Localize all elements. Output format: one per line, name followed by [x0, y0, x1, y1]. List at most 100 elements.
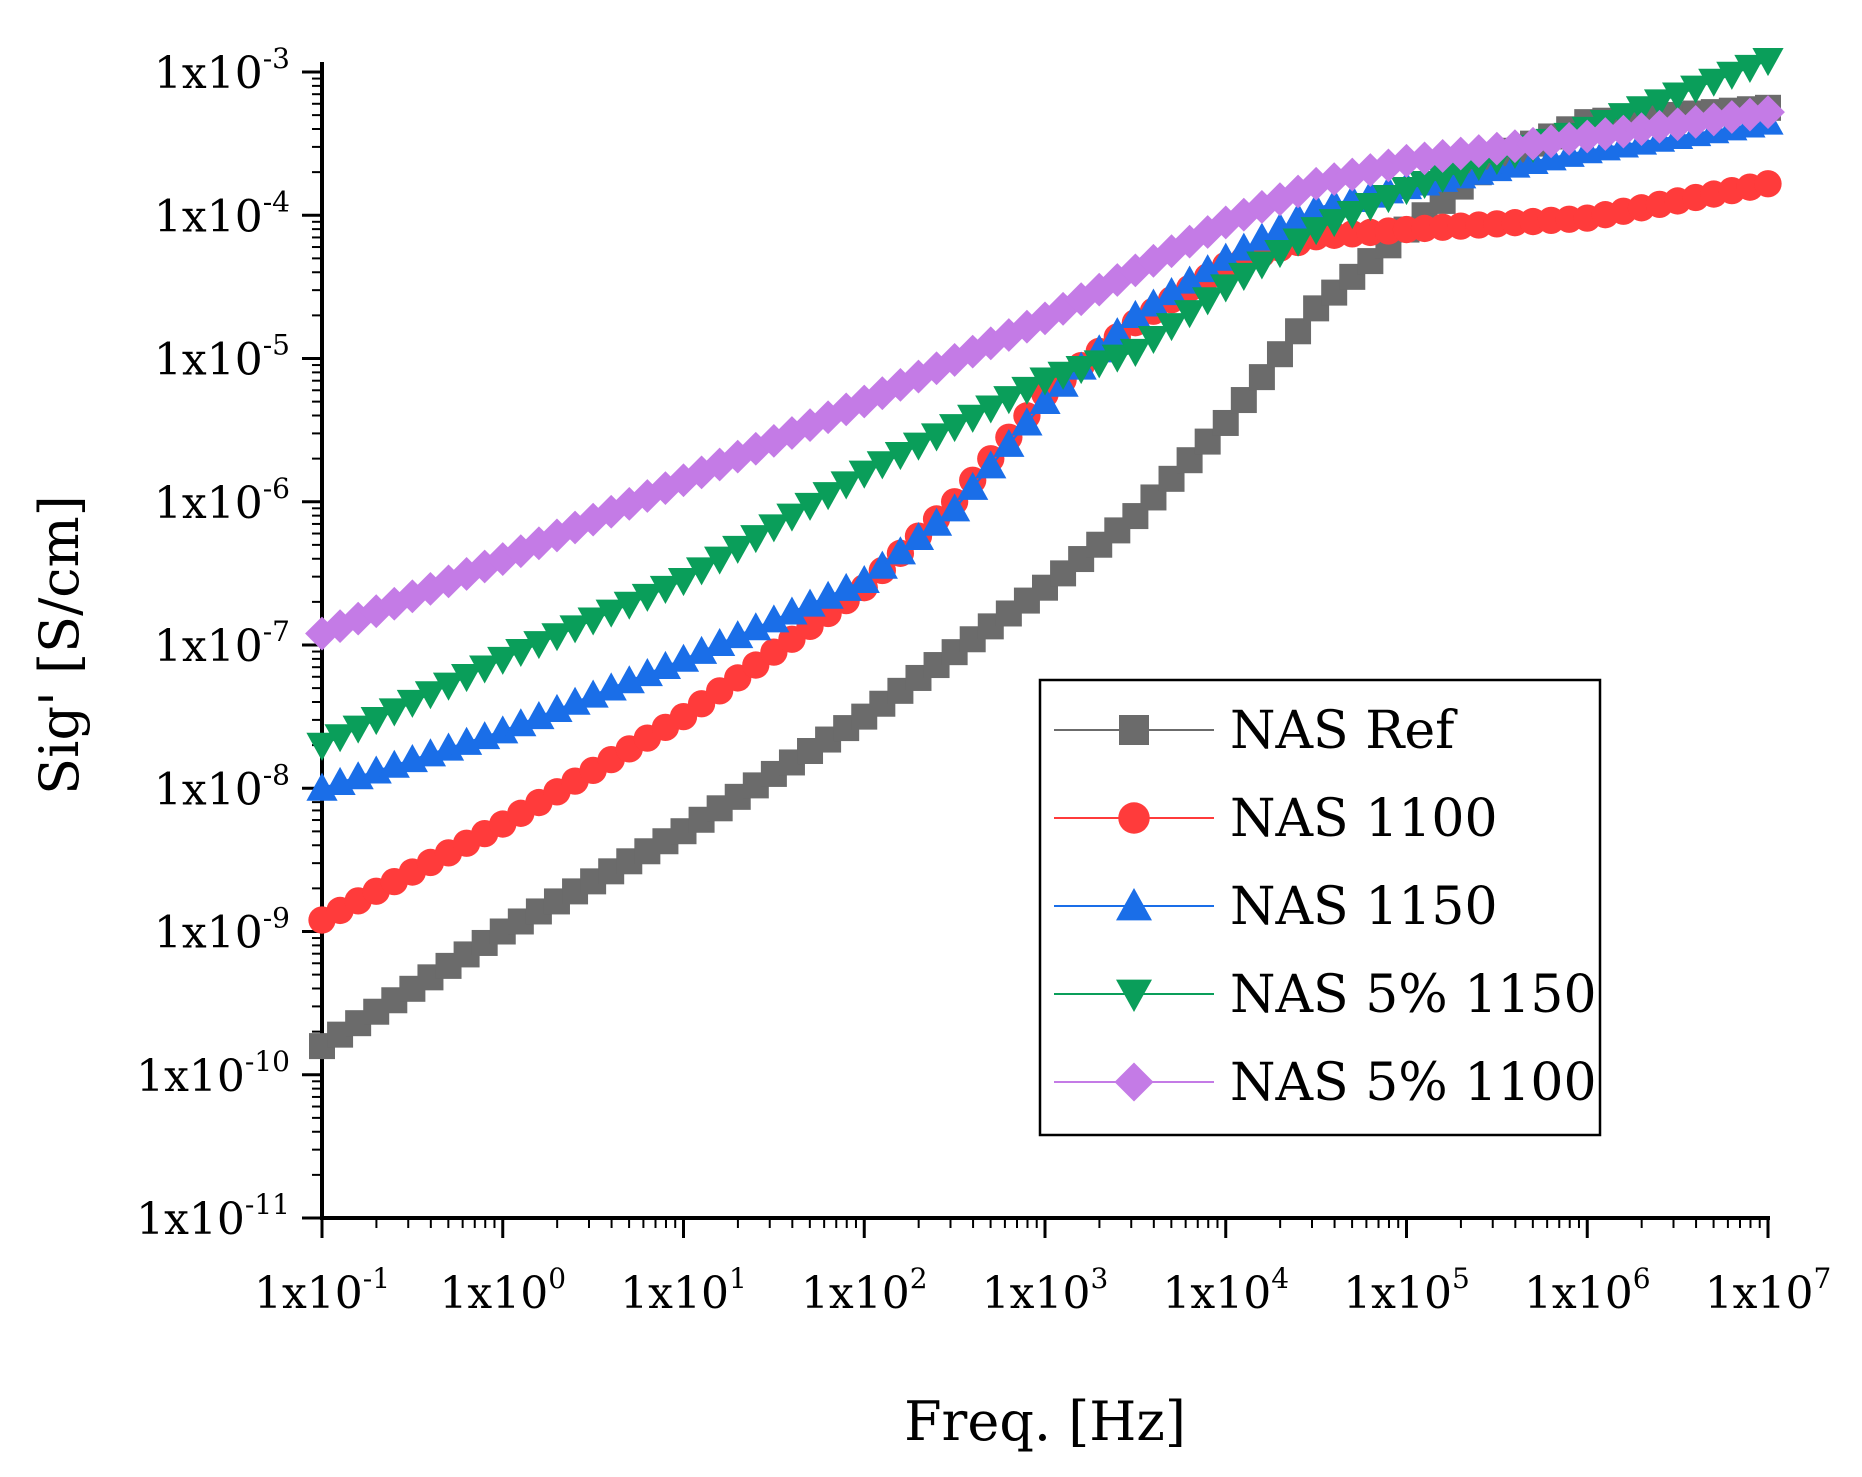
data-point — [939, 414, 971, 443]
data-point — [794, 492, 826, 521]
data-point — [595, 672, 627, 701]
data-point — [1300, 217, 1332, 246]
data-point — [487, 646, 519, 675]
data-point — [577, 607, 609, 636]
data-point — [1011, 376, 1043, 405]
data-point — [631, 583, 663, 612]
data-point — [722, 535, 754, 564]
data-point — [1065, 356, 1097, 385]
data-point — [685, 635, 718, 664]
data-point — [1534, 124, 1568, 159]
data-point — [1230, 387, 1257, 414]
data-point — [704, 546, 736, 575]
x-tick-label: 1x102 — [801, 1262, 928, 1319]
data-point — [1137, 288, 1170, 317]
data-point — [1407, 141, 1442, 176]
data-point — [1046, 291, 1080, 326]
data-point — [866, 451, 898, 480]
data-point — [505, 708, 537, 737]
data-point — [487, 715, 519, 744]
data-point — [975, 395, 1007, 424]
data-point — [1751, 95, 1785, 130]
data-point — [523, 631, 555, 660]
data-point — [939, 493, 971, 522]
data-point — [324, 724, 356, 753]
data-point — [740, 525, 772, 554]
data-point — [957, 471, 989, 500]
x-tick-label: 1x107 — [1705, 1262, 1832, 1319]
data-point — [704, 627, 736, 657]
data-point — [541, 623, 573, 652]
data-point — [1335, 157, 1370, 192]
y-tick-label: 1x10-6 — [154, 472, 290, 529]
legend-marker — [1119, 715, 1149, 745]
data-point — [920, 423, 953, 452]
data-point — [884, 441, 916, 471]
data-point — [758, 604, 790, 633]
data-point — [1624, 112, 1659, 147]
data-point — [1734, 54, 1766, 84]
data-point — [1318, 209, 1350, 238]
data-point — [1662, 82, 1694, 111]
data-point — [1353, 153, 1388, 187]
data-point — [1336, 201, 1368, 230]
data-point — [830, 572, 862, 601]
data-point — [1443, 136, 1478, 171]
data-point — [469, 655, 501, 684]
data-point — [975, 450, 1007, 479]
data-point — [1698, 68, 1730, 97]
data-point — [1266, 341, 1293, 368]
data-point — [937, 343, 972, 377]
data-point — [758, 514, 790, 543]
data-point — [776, 503, 808, 532]
data-point — [1154, 234, 1189, 269]
legend-item: NAS 5% 1150 — [1054, 965, 1597, 1025]
data-point — [559, 615, 591, 644]
data-point — [776, 596, 808, 625]
data-point — [1625, 96, 1658, 125]
data-point — [1445, 158, 1477, 188]
data-point — [1119, 338, 1151, 367]
data-point — [649, 575, 682, 605]
data-point — [1190, 215, 1225, 249]
legend-marker — [1116, 888, 1152, 921]
legend: NAS Ref NAS 1100 NAS 1150 NAS 5% 1150 NAS 5%… — [1038, 678, 1602, 1137]
data-point — [1643, 89, 1676, 118]
series-nas-5-1100 — [305, 95, 1785, 651]
data-point — [541, 693, 573, 722]
data-point — [1263, 182, 1297, 217]
data-point — [1427, 164, 1459, 194]
data-point — [993, 428, 1025, 457]
data-point — [884, 536, 916, 565]
data-point — [631, 658, 663, 687]
data-point — [595, 599, 627, 628]
data-point — [396, 689, 428, 718]
x-tick-label: 1x106 — [1524, 1262, 1651, 1319]
data-point — [1390, 176, 1423, 206]
legend-label: NAS Ref — [1230, 701, 1458, 761]
data-point — [1371, 148, 1406, 183]
series-layer — [305, 48, 1785, 1060]
data-point — [812, 482, 844, 511]
data-point — [848, 564, 880, 594]
data-point — [613, 591, 645, 620]
data-point — [902, 432, 935, 461]
data-point — [722, 620, 754, 649]
data-point — [1354, 193, 1386, 222]
legend-label: NAS 5% 1150 — [1230, 965, 1597, 1025]
tick-labels: 1x10-1 1x100 1x101 1x102 1x103 1x104 1x105 1x10… — [136, 42, 1831, 1319]
data-point — [1064, 282, 1099, 317]
data-point — [1733, 97, 1767, 132]
data-point — [993, 386, 1025, 415]
x-tick-label: 1x100 — [439, 1262, 566, 1319]
data-point — [360, 707, 392, 736]
data-point — [685, 557, 718, 586]
data-point — [1212, 409, 1239, 436]
x-tick-label: 1x101 — [620, 1262, 747, 1319]
data-point — [1192, 287, 1224, 316]
legend-item: NAS Ref — [1054, 701, 1458, 761]
y-axis-title: Sig' [S/cm] — [28, 495, 91, 795]
x-tick-label: 1x103 — [982, 1262, 1109, 1319]
data-point — [1317, 162, 1352, 197]
